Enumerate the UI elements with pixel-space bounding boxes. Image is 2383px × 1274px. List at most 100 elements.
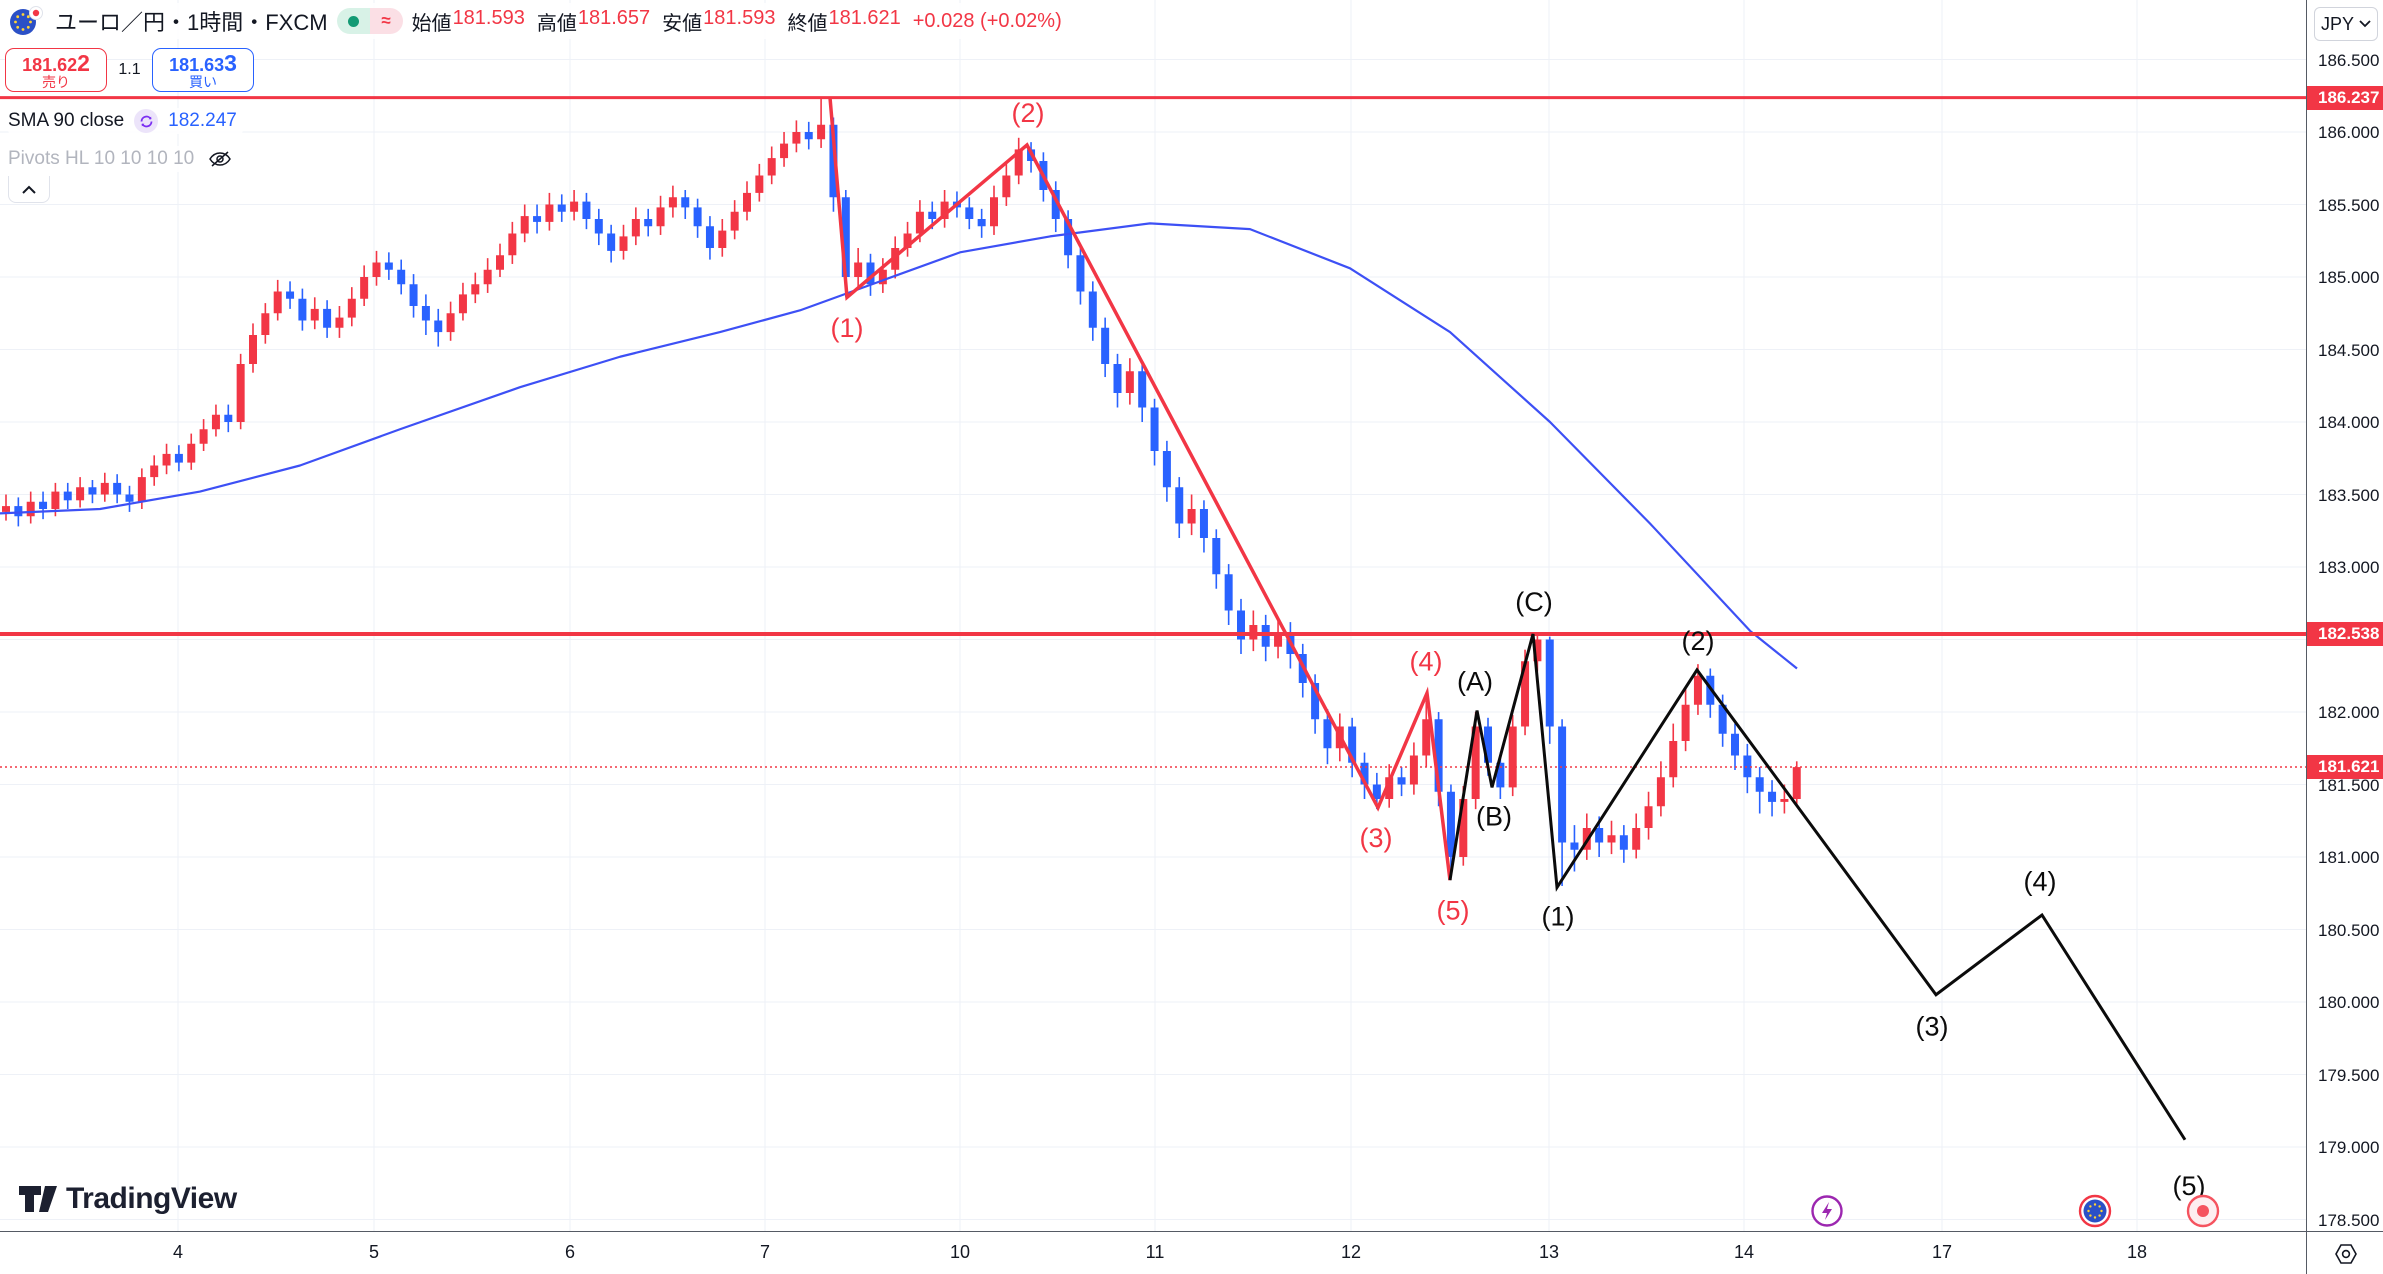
candle-body xyxy=(891,248,900,270)
collapse-legend-button[interactable] xyxy=(8,176,50,203)
record-dot-event-icon[interactable] xyxy=(2186,1194,2220,1233)
red-wave-label[interactable]: (1) xyxy=(831,313,864,343)
black-wave-label[interactable]: (3) xyxy=(1916,1012,1949,1042)
delayed-data-icon: ≈ xyxy=(369,8,403,34)
refresh-arrows-icon[interactable] xyxy=(134,109,159,133)
candle-body xyxy=(286,291,295,299)
candle-body xyxy=(224,414,233,422)
sma-label: SMA 90 close xyxy=(8,110,125,131)
candle-body xyxy=(421,306,430,321)
candle-body xyxy=(323,308,332,328)
close-value: 181.621 xyxy=(828,6,901,29)
pivots-indicator-legend[interactable]: Pivots HL 10 10 10 10 xyxy=(8,146,233,172)
market-status-pill[interactable]: ≈ xyxy=(336,8,403,34)
candle-body xyxy=(1755,777,1764,792)
sma-line[interactable] xyxy=(0,222,1798,670)
candle-body xyxy=(409,284,418,306)
candle-body xyxy=(335,317,344,328)
currency-dropdown[interactable]: JPY xyxy=(2314,7,2378,41)
black-wave-label[interactable]: (A) xyxy=(1457,667,1493,697)
black-wave-label[interactable]: (1) xyxy=(1542,901,1575,931)
candle-body xyxy=(878,269,887,285)
eu-flag-event-icon[interactable] xyxy=(2078,1194,2112,1233)
price-tick-label: 182.000 xyxy=(2318,703,2380,722)
symbol-header[interactable]: ユーロ／円・1時間・FXCM ≈ 始値 181.593 高値 181.657 安値 1… xyxy=(8,3,1068,39)
sma-indicator-legend[interactable]: SMA 90 close 182.247 xyxy=(8,108,243,134)
candle-body xyxy=(965,207,974,219)
lightning-event-icon[interactable] xyxy=(1810,1194,1844,1233)
price-tick-label: 178.500 xyxy=(2318,1210,2380,1230)
red-wave-line[interactable] xyxy=(828,97,1452,881)
candle-body xyxy=(1669,741,1678,778)
red-wave-label[interactable]: (2) xyxy=(1012,98,1045,128)
close-label: 終値 xyxy=(787,12,828,35)
black-wave-line[interactable] xyxy=(1448,633,2187,1141)
high-label: 高値 xyxy=(536,12,577,35)
candle-body xyxy=(1459,799,1468,857)
candle-body xyxy=(199,429,208,444)
candle-body xyxy=(372,262,381,277)
candle-body xyxy=(483,269,492,285)
candle-body xyxy=(594,219,603,234)
sell-button[interactable]: 181.622 売り xyxy=(5,48,107,92)
price-highlight-label: 186.237 xyxy=(2307,85,2383,110)
candle-body xyxy=(557,204,566,212)
candle-body xyxy=(298,298,307,321)
candle-body xyxy=(817,124,826,140)
candle-body xyxy=(545,204,554,222)
candle-body xyxy=(113,482,122,495)
candle-body xyxy=(1644,806,1653,828)
candle-body xyxy=(434,320,443,333)
candle-body xyxy=(360,277,369,299)
red-wave-label[interactable]: (5) xyxy=(1437,896,1470,926)
time-axis-label: 17 xyxy=(1931,1242,1953,1262)
candle-body xyxy=(1175,487,1184,524)
candle-body xyxy=(804,132,813,140)
axis-settings-corner[interactable] xyxy=(2306,1231,2383,1274)
price-tick-label: 180.500 xyxy=(2318,920,2380,940)
eye-off-icon[interactable] xyxy=(208,149,232,169)
candle-body xyxy=(1422,719,1431,756)
black-wave-label[interactable]: (C) xyxy=(1515,587,1552,617)
candle-body xyxy=(668,197,677,208)
candle-body xyxy=(755,175,764,193)
candle-body xyxy=(1508,726,1517,788)
time-axis-label: 12 xyxy=(1340,1242,1362,1262)
candlestick-chart[interactable]: (1)(2)(3)(4)(5)(A)(B)(C)(1)(2)(3)(4)(5) xyxy=(0,0,2306,1231)
price-highlight-label: 181.621 xyxy=(2307,754,2383,779)
tradingview-logo[interactable]: TradingView xyxy=(18,1182,237,1216)
candle-body xyxy=(1693,675,1702,705)
sell-price-last-digit: 2 xyxy=(77,49,90,76)
candle-body xyxy=(347,298,356,318)
candle-body xyxy=(508,233,517,256)
candle-body xyxy=(854,262,863,277)
black-wave-label[interactable]: (B) xyxy=(1476,801,1512,831)
candle-body xyxy=(384,262,393,270)
buy-button[interactable]: 181.633 買い xyxy=(152,48,254,92)
candle-body xyxy=(1212,538,1221,575)
candle-body xyxy=(1113,364,1122,393)
candle-body xyxy=(928,211,937,219)
candle-body xyxy=(1014,149,1023,176)
buy-label: 買い xyxy=(189,73,217,90)
candle-body xyxy=(236,364,245,422)
time-axis-label: 7 xyxy=(759,1242,770,1262)
candle-body xyxy=(1570,842,1579,850)
candle-body xyxy=(39,501,48,509)
candle-body xyxy=(1780,799,1789,802)
red-wave-label[interactable]: (4) xyxy=(1410,646,1443,676)
candle-body xyxy=(730,211,739,231)
price-axis[interactable]: JPY 186.500 186.000 185.500 185.000 184.500 1… xyxy=(2306,0,2383,1274)
candle-body xyxy=(1619,835,1628,850)
black-wave-label[interactable]: (2) xyxy=(1682,626,1715,656)
black-wave-label[interactable]: (4) xyxy=(2024,867,2057,897)
candle-body xyxy=(977,219,986,227)
time-axis[interactable]: 4 5 6 7 10 11 12 13 14 17 18 xyxy=(0,1231,2306,1274)
candle-body xyxy=(1768,791,1777,802)
time-axis-label: 11 xyxy=(1145,1242,1165,1262)
red-wave-label[interactable]: (3) xyxy=(1360,823,1393,853)
price-tick-label: 181.500 xyxy=(2318,775,2380,795)
candle-body xyxy=(446,313,455,333)
candle-body xyxy=(63,491,72,501)
candle-body xyxy=(88,487,97,495)
